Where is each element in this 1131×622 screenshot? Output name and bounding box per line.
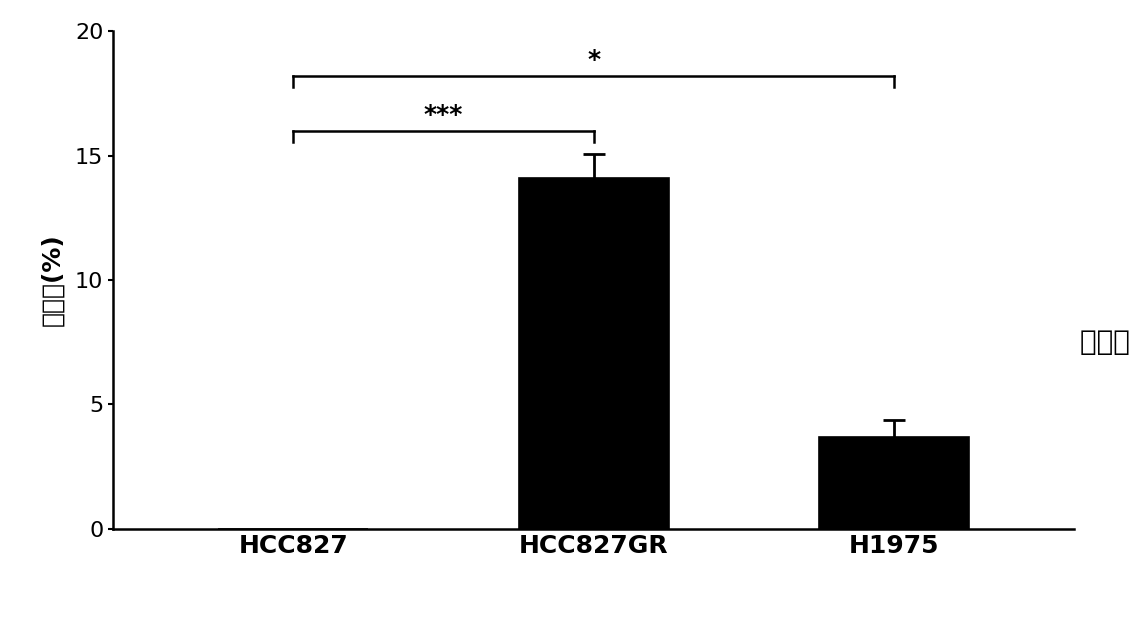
Text: *: * — [587, 48, 601, 72]
Bar — [519, 178, 668, 529]
Text: ***: *** — [424, 103, 464, 127]
Bar — [819, 437, 969, 529]
Text: 吉非替尼 1μM (24小时): 吉非替尼 1μM (24小时) — [1080, 328, 1131, 356]
Y-axis label: 四倍体(%): 四倍体(%) — [40, 233, 63, 327]
